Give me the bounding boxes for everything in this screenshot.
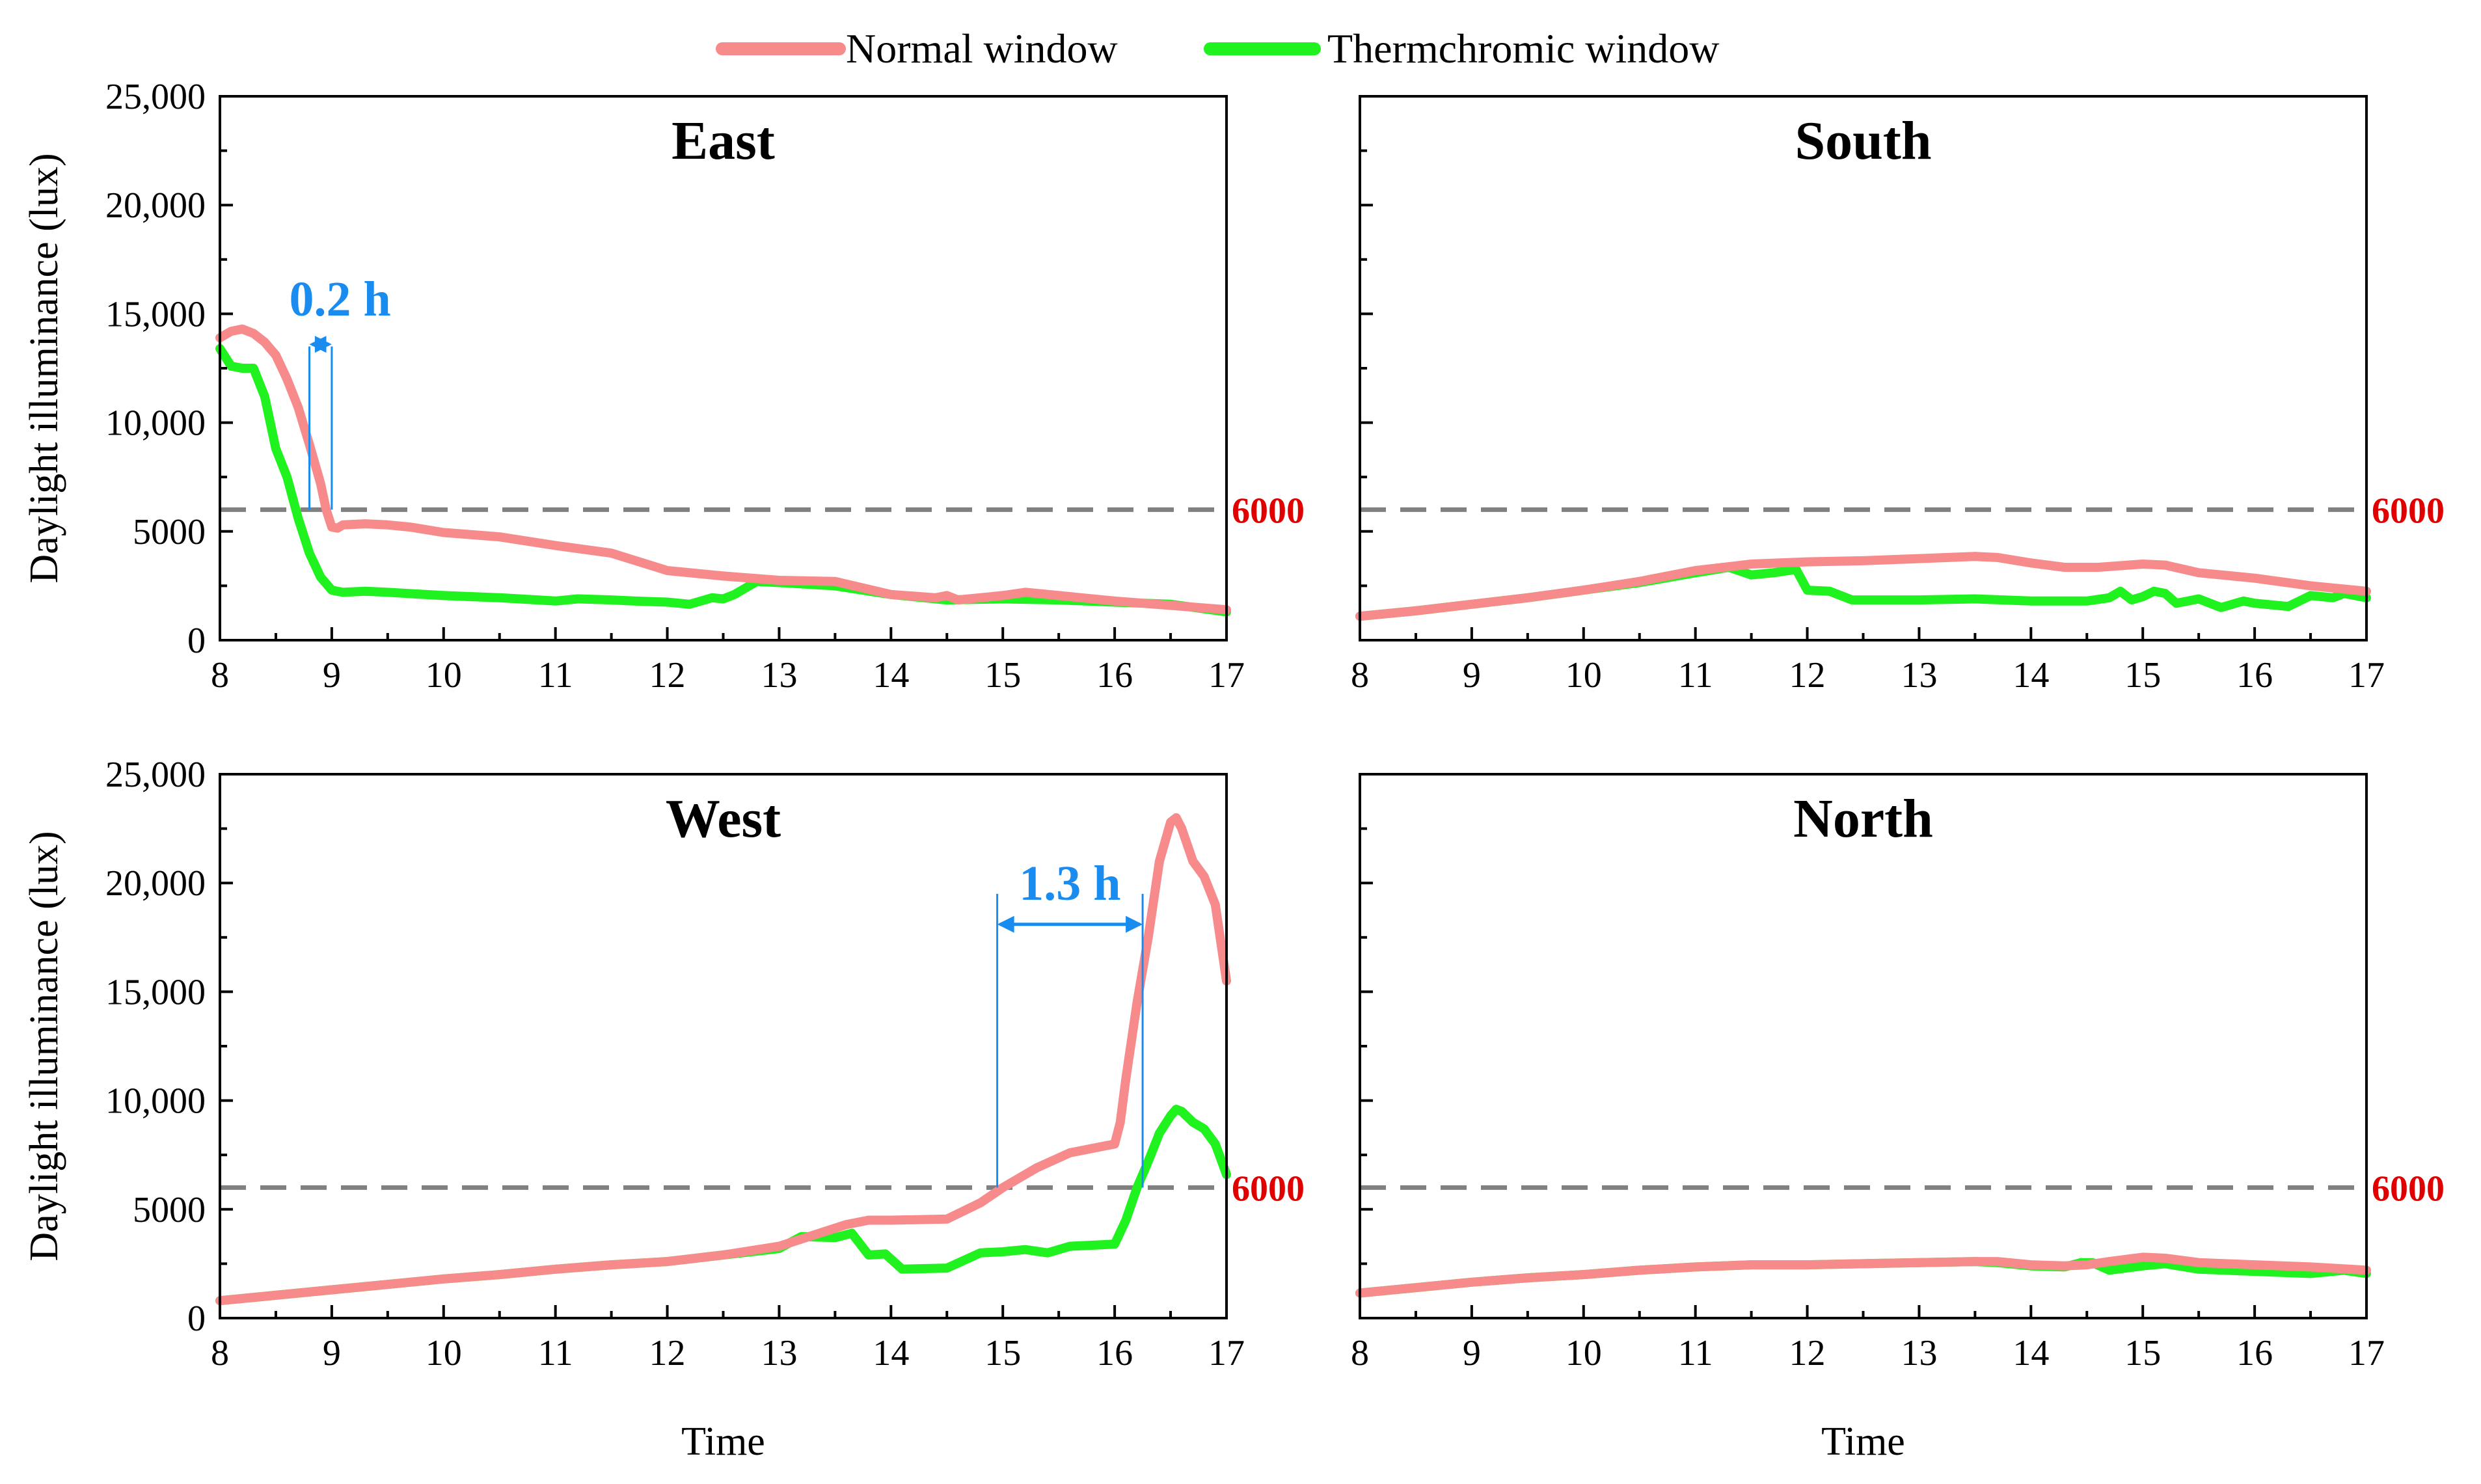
x-tick-label-west-8: 8: [211, 1333, 229, 1373]
x-tick-label-north-16: 16: [2236, 1333, 2273, 1373]
x-tick-label-east-15: 15: [984, 655, 1021, 695]
legend-label-normal: Normal window: [846, 25, 1118, 72]
y-tick-label-west-5: 25,000: [105, 755, 206, 795]
x-tick-label-west-10: 10: [426, 1333, 462, 1373]
x-tick-label-west-14: 14: [873, 1333, 909, 1373]
x-tick-label-south-12: 12: [1789, 655, 1826, 695]
x-tick-label-south-16: 16: [2236, 655, 2273, 695]
x-tick-label-east-12: 12: [649, 655, 686, 695]
legend-label-thermo: Thermchromic window: [1327, 25, 1720, 72]
panel-east: 8 9 10 11 12 13 14 15 16 17 0 5000 10,000 15,000 20,00…: [22, 77, 1305, 695]
x-tick-label-south-14: 14: [2013, 655, 2049, 695]
x-tick-label-south-8: 8: [1351, 655, 1369, 695]
x-tick-label-north-8: 8: [1351, 1333, 1369, 1373]
y-tick-label-east-2: 10,000: [105, 403, 206, 444]
annotation-label-east: 0.2 h: [290, 272, 391, 327]
y-tick-label-east-3: 15,000: [105, 294, 206, 334]
y-tick-label-west-4: 20,000: [105, 863, 206, 904]
threshold-label-south: 6000: [2372, 491, 2445, 531]
panel-title-east: East: [671, 111, 775, 171]
x-tick-label-west-13: 13: [761, 1333, 797, 1373]
x-tick-label-west-9: 9: [323, 1333, 341, 1373]
y-tick-label-east-1: 5000: [133, 512, 206, 552]
threshold-label-west: 6000: [1232, 1168, 1305, 1209]
x-tick-label-north-14: 14: [2013, 1333, 2049, 1373]
panel-title-south: South: [1795, 111, 1931, 171]
y-axis-title-west: Daylight illuminance (lux): [22, 831, 66, 1261]
panel-west: 8 9 10 11 12 13 14 15 16 17 0 5000 10,000 15,000 20,00…: [22, 755, 1305, 1464]
x-tick-label-south-15: 15: [2124, 655, 2161, 695]
threshold-label-east: 6000: [1232, 491, 1305, 531]
legend: Normal window Thermchromic window: [716, 25, 1720, 72]
annotation-arrowhead-right-west: [1126, 915, 1143, 933]
x-tick-label-east-13: 13: [761, 655, 797, 695]
x-tick-label-north-13: 13: [1901, 1333, 1937, 1373]
x-tick-label-east-17: 17: [1208, 655, 1245, 695]
plot-frame-north: [1359, 773, 2368, 1319]
y-tick-label-west-2: 10,000: [105, 1081, 206, 1122]
x-tick-label-south-9: 9: [1463, 655, 1481, 695]
x-tick-label-east-14: 14: [873, 655, 909, 695]
x-axis-title-west: Time: [681, 1420, 765, 1464]
x-tick-label-west-11: 11: [538, 1333, 573, 1373]
x-tick-label-east-9: 9: [323, 655, 341, 695]
x-axis-title-north: Time: [1821, 1420, 1905, 1464]
x-tick-label-west-12: 12: [649, 1333, 686, 1373]
y-tick-label-east-4: 20,000: [105, 185, 206, 226]
x-tick-label-north-10: 10: [1566, 1333, 1602, 1373]
annotation-arrowhead-right-east: [314, 336, 332, 353]
x-tick-label-east-11: 11: [538, 655, 573, 695]
x-tick-label-east-16: 16: [1096, 655, 1133, 695]
panel-south: 8 9 10 11 12 13 14 15 16 17 South 6000: [1351, 95, 2445, 695]
y-tick-label-east-0: 0: [187, 621, 206, 661]
annotation-arrowhead-left-west: [997, 915, 1014, 933]
panel-title-north: North: [1793, 789, 1933, 849]
x-tick-label-south-17: 17: [2348, 655, 2385, 695]
y-tick-label-west-3: 15,000: [105, 972, 206, 1012]
panel-title-west: West: [666, 789, 781, 849]
x-tick-label-north-12: 12: [1789, 1333, 1826, 1373]
x-tick-label-south-10: 10: [1566, 655, 1602, 695]
x-tick-label-east-8: 8: [211, 655, 229, 695]
chart-panels: 8 9 10 11 12 13 14 15 16 17 0 5000 10,000 15,000 20,00…: [22, 77, 2445, 1464]
x-tick-label-west-15: 15: [984, 1333, 1021, 1373]
y-tick-label-west-0: 0: [187, 1299, 206, 1339]
panel-north: 8 9 10 11 12 13 14 15 16 17 North 6000 Time: [1351, 773, 2445, 1464]
x-tick-label-north-17: 17: [2348, 1333, 2385, 1373]
series-line-west-thermo: [215, 1105, 1231, 1306]
annotation-label-west: 1.3 h: [1019, 856, 1120, 911]
series-line-west-normal: [215, 813, 1231, 1306]
x-tick-label-north-11: 11: [1678, 1333, 1713, 1373]
plot-frame-east: [219, 95, 1228, 641]
x-tick-label-south-11: 11: [1678, 655, 1713, 695]
x-tick-label-north-15: 15: [2124, 1333, 2161, 1373]
y-axis-title-east: Daylight illuminance (lux): [22, 153, 66, 583]
y-tick-label-west-1: 5000: [133, 1190, 206, 1230]
x-tick-label-east-10: 10: [426, 655, 462, 695]
x-tick-label-west-17: 17: [1208, 1333, 1245, 1373]
threshold-label-north: 6000: [2372, 1168, 2445, 1209]
series-line-east-normal: [215, 324, 1231, 615]
x-tick-label-south-13: 13: [1901, 655, 1937, 695]
x-tick-label-north-9: 9: [1463, 1333, 1481, 1373]
series-line-north-normal: [1355, 1252, 2371, 1298]
series-line-south-normal: [1355, 552, 2371, 621]
x-tick-label-west-16: 16: [1096, 1333, 1133, 1373]
y-tick-label-east-5: 25,000: [105, 77, 206, 117]
